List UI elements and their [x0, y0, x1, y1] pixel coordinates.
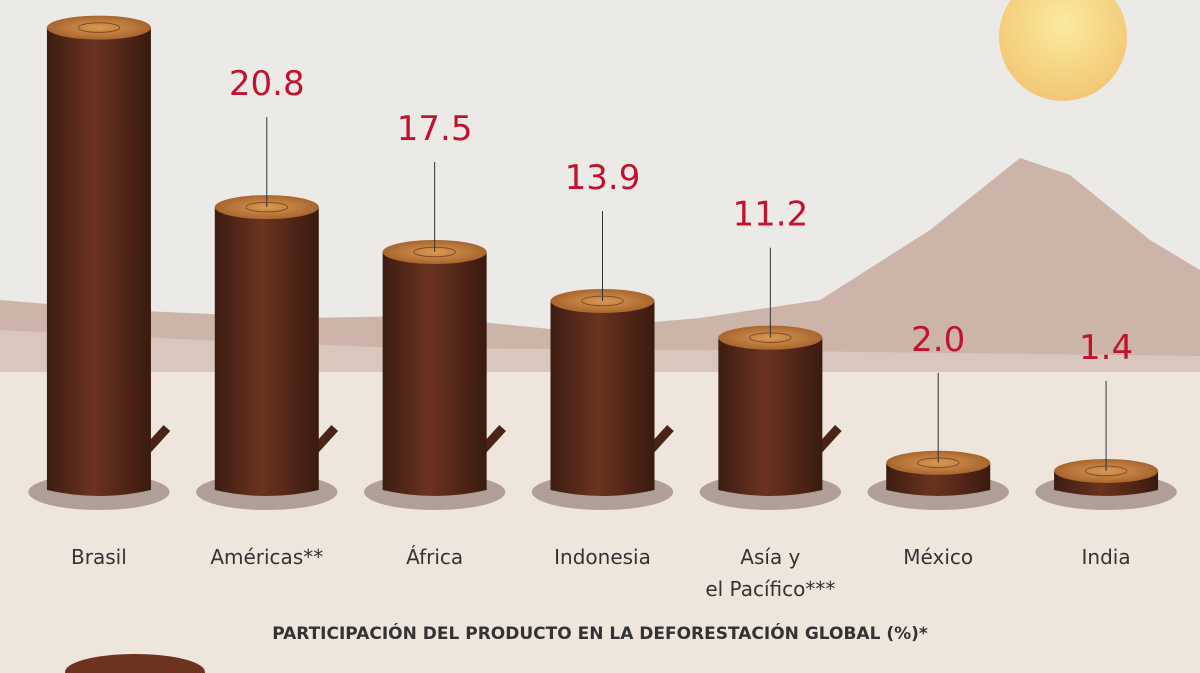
value-label: 11.2: [733, 195, 809, 235]
value-label: 17.5: [397, 109, 473, 149]
x-axis-title: PARTICIPACIÓN DEL PRODUCTO EN LA DEFORES…: [272, 624, 928, 644]
x-tick-label: Indonesia: [554, 545, 651, 569]
bar: [214, 207, 319, 496]
bar: [382, 252, 487, 496]
x-tick-label: México: [903, 545, 974, 569]
x-tick-label: India: [1081, 545, 1131, 569]
x-tick-label: Brasil: [71, 545, 127, 569]
bar: [46, 27, 151, 496]
value-label: 1.4: [1079, 328, 1133, 368]
x-tick-label: África: [406, 545, 464, 569]
value-label: 13.9: [565, 158, 641, 198]
value-label: 20.8: [229, 64, 305, 104]
value-label: 2.0: [911, 320, 965, 360]
log-ring: [77, 22, 121, 33]
x-tick-label: Asía y el Pacífico***: [705, 545, 836, 601]
log-top: [46, 15, 151, 40]
log-icon: [65, 654, 205, 673]
bar: [550, 300, 655, 496]
sun: [999, 0, 1127, 101]
bar: [718, 337, 823, 496]
x-tick-label: Américas**: [210, 545, 324, 569]
